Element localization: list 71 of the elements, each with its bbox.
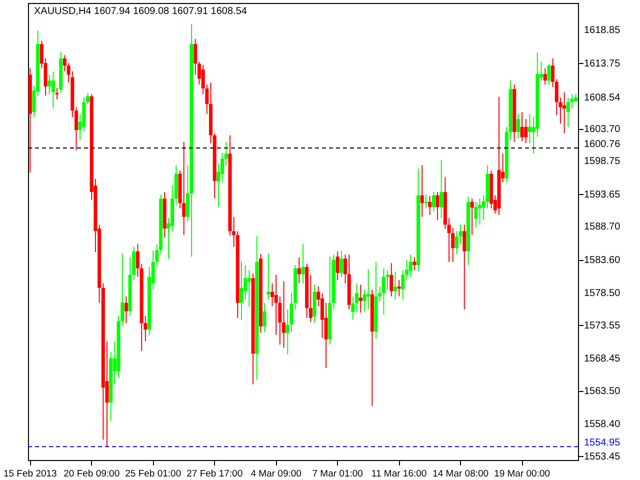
ref-line-label: 1554.95 [584, 438, 621, 449]
candlestick [124, 296, 128, 324]
candlestick [428, 195, 432, 216]
candlestick [420, 164, 424, 218]
candlestick [543, 68, 547, 85]
x-tick-label: 25 Feb 01:00 [125, 468, 182, 480]
y-tick-label: 1608.54 [584, 92, 621, 104]
candlestick [48, 74, 52, 95]
candlestick [301, 243, 305, 284]
y-tick-label: 1563.50 [584, 386, 621, 397]
candlestick [432, 192, 436, 212]
y-tick-label: 1573.55 [584, 320, 621, 332]
candlestick [516, 113, 520, 140]
candlestick [412, 256, 416, 271]
candlestick [408, 254, 412, 278]
candlestick [182, 141, 186, 236]
candlestick [524, 118, 528, 144]
candlestick [336, 250, 340, 281]
candlestick [324, 302, 328, 369]
candlestick [547, 63, 551, 85]
candlestick [216, 162, 220, 208]
candlestick [262, 302, 266, 333]
candlestick [282, 280, 286, 348]
candlestick [266, 252, 270, 300]
candlestick [397, 280, 401, 297]
candlestick [562, 92, 566, 134]
x-tick-label: 7 Mar 01:00 [312, 468, 363, 480]
candlestick [566, 97, 570, 128]
candlestick [470, 198, 474, 236]
y-tick-label: 1578.50 [584, 288, 621, 300]
candlestick [520, 111, 524, 142]
x-tick-label: 19 Mar 00:00 [494, 468, 550, 480]
y-tick-label: 1598.75 [584, 156, 621, 168]
y-tick-label: 1593.65 [584, 189, 621, 200]
candlestick [366, 269, 370, 310]
y-tick-label: 1588.70 [584, 222, 621, 233]
candlestick [386, 270, 390, 290]
candlestick [393, 271, 397, 300]
candlestick [240, 261, 244, 320]
y-tick-label: 1568.45 [584, 354, 621, 365]
candlestick [340, 250, 344, 278]
candlestick [478, 198, 482, 226]
candlestick [462, 224, 466, 310]
chart-title: XAUUSD,H4 1607.94 1609.08 1607.91 1608.54 [34, 6, 248, 17]
candlestick [51, 70, 55, 110]
y-tick-label: 1603.70 [584, 124, 621, 135]
candlestick [528, 113, 532, 144]
candlestick [351, 296, 355, 320]
candlestick [55, 87, 59, 100]
candlestick [474, 201, 478, 228]
y-tick-label: 1583.60 [584, 254, 621, 266]
ref-line-label: 1600.76 [584, 138, 621, 150]
x-tick-label: 4 Mar 09:00 [250, 468, 302, 480]
y-tick-label: 1613.75 [584, 58, 621, 70]
y-tick-label: 1558.40 [584, 419, 621, 430]
x-tick-label: 14 Mar 08:00 [432, 468, 489, 480]
x-tick-label: 20 Feb 09:00 [64, 468, 120, 480]
candlestick [401, 270, 405, 300]
candlestick [436, 192, 440, 221]
candlestick [358, 284, 362, 314]
x-tick-label: 11 Mar 16:00 [371, 468, 427, 480]
candlestick [247, 270, 251, 308]
candlestick [390, 262, 394, 297]
candlestick [458, 224, 462, 245]
candlestick [382, 268, 386, 316]
x-tick-label: 15 Feb 2013 [3, 468, 57, 480]
y-tick-label: 1618.85 [584, 25, 621, 36]
candlestick [297, 256, 301, 284]
x-tick-label: 27 Feb 17:00 [186, 468, 243, 480]
y-tick-label: 1553.45 [584, 451, 621, 462]
candlestick [440, 160, 444, 219]
